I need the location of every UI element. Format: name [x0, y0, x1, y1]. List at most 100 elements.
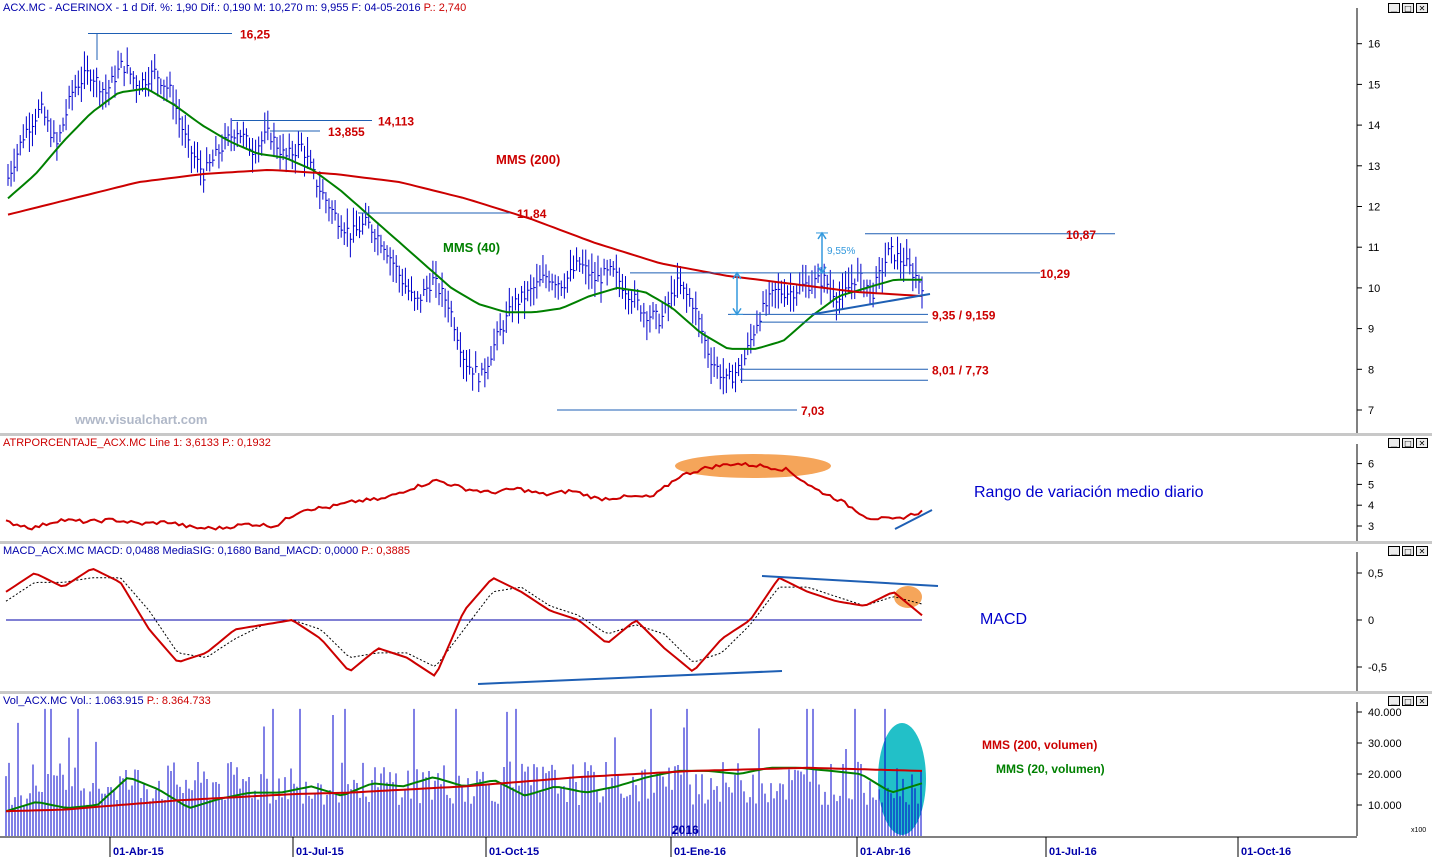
macd-line	[5, 568, 923, 677]
x-tick-label: 01-Abr-16	[860, 846, 911, 857]
atr-header-title: ATRPORCENTAJE_ACX.MC	[3, 437, 147, 449]
vol-mms20-line	[5, 766, 923, 813]
price-panel[interactable]: ACX.MC - ACERINOX - 1 d Dif. %: 1,90 Dif…	[0, 0, 1432, 435]
macd-header-p: P.: 0,3885	[361, 545, 411, 557]
y-tick-label: 12	[1368, 202, 1380, 214]
atr-window-controls: ▁ □ ✕	[1388, 438, 1428, 448]
level-label: 10,29	[1040, 267, 1070, 281]
y-tick-label: 14	[1368, 120, 1380, 132]
price-y-axis: 7 8 9 10 11 12 13 14 15 16	[1356, 8, 1380, 435]
y-tick-label: 10	[1368, 283, 1380, 295]
atr-series-line	[5, 461, 923, 531]
x-tick-label: 01-Abr-15	[113, 846, 164, 857]
restore-icon[interactable]: □	[1402, 3, 1414, 13]
macd-panel[interactable]: MACD_ACX.MC MACD: 0,0488 MediaSIG: 0,168…	[0, 544, 1432, 692]
atr-chart[interactable]: 3 4 5 6 Rango de variación medio diario	[0, 436, 1432, 542]
minimize-icon[interactable]: ▁	[1388, 3, 1400, 13]
macd-annotation: MACD	[980, 611, 1027, 628]
volume-panel[interactable]: Vol_ACX.MC Vol.: 1.063.915 P.: 8.364.733…	[0, 694, 1432, 857]
macd-header: MACD_ACX.MC MACD: 0,0488 MediaSIG: 0,168…	[3, 545, 410, 557]
macd-chart[interactable]: 0,5 0 -0,5 MACD	[0, 544, 1432, 692]
x-axis: 01-Abr-15 01-Jul-15 01-Oct-15 01-Ene-16 01-A…	[0, 836, 1357, 857]
y-tick-label: 0,5	[1368, 568, 1383, 580]
y-tick-label: 10.000	[1368, 800, 1402, 812]
close-icon[interactable]: ✕	[1416, 696, 1428, 706]
atr-header-values: Line 1: 3,6133	[149, 437, 220, 449]
volume-y-axis: 10.000 20.000 30.000 40.000	[1356, 702, 1402, 836]
minimize-icon[interactable]: ▁	[1388, 546, 1400, 556]
vol-header: Vol_ACX.MC Vol.: 1.063.915 P.: 8.364.733	[3, 695, 211, 707]
x-tick-label: 01-Ene-16	[674, 846, 726, 857]
level-label: 7,03	[801, 404, 825, 418]
y-tick-label: 20.000	[1368, 769, 1402, 781]
price-levels: 16,25 14,113 13,855 11,84 10,87 10,29 9,35 / 9…	[88, 28, 1115, 418]
x-tick-label: 01-Oct-16	[1241, 846, 1291, 857]
x-tick-label: 01-Jul-16	[1049, 846, 1097, 857]
y-tick-label: 30.000	[1368, 738, 1402, 750]
atr-panel[interactable]: ATRPORCENTAJE_ACX.MC Line 1: 3,6133 P.: …	[0, 436, 1432, 542]
volume-moving-averages	[5, 766, 923, 813]
price-header-symbol: ACX.MC - ACERINOX - 1 d	[3, 2, 138, 14]
y-tick-label: 7	[1368, 405, 1374, 417]
price-chart[interactable]: 16,25 14,113 13,855 11,84 10,87 10,29 9,35 / 9…	[0, 0, 1432, 435]
macd-header-title: MACD_ACX.MC	[3, 545, 85, 557]
minimize-icon[interactable]: ▁	[1388, 696, 1400, 706]
restore-icon[interactable]: □	[1402, 696, 1414, 706]
mms200-label: MMS (200)	[496, 152, 560, 167]
level-label: 13,855	[328, 125, 365, 139]
price-bars	[7, 47, 924, 395]
y-tick-label: 9	[1368, 324, 1374, 336]
macd-lines	[5, 568, 923, 677]
y-tick-label: -0,5	[1368, 662, 1387, 674]
price-header-stats: Dif. %: 1,90 Dif.: 0,190 M: 10,270 m: 9,…	[140, 2, 421, 14]
atr-header-p: P.: 0,1932	[222, 437, 271, 449]
volume-bars	[5, 708, 922, 836]
y-tick-label: 15	[1368, 79, 1380, 91]
x-tick-label: 01-Oct-15	[489, 846, 539, 857]
separator[interactable]	[0, 541, 1432, 544]
macd-y-axis: 0,5 0 -0,5	[1356, 552, 1387, 692]
price-header-p: P.: 2,740	[423, 2, 467, 14]
separator[interactable]	[0, 433, 1432, 436]
year-label: 2016	[672, 823, 699, 837]
y-tick-label: 6	[1368, 459, 1374, 471]
macd-header-values: MACD: 0,0488 MediaSIG: 0,1680 Band_MACD:…	[87, 545, 359, 557]
minimize-icon[interactable]: ▁	[1388, 438, 1400, 448]
level-label: 16,25	[240, 28, 270, 42]
mms40-line	[7, 87, 922, 350]
macd-highlight-ellipse	[894, 586, 922, 608]
level-label: 8,01 / 7,73	[932, 363, 989, 377]
price-annotations: MMS (200) MMS (40) 9,55% www.visualchart…	[74, 152, 855, 427]
trendline	[811, 293, 931, 316]
watermark: www.visualchart.com	[74, 412, 207, 427]
close-icon[interactable]: ✕	[1416, 438, 1428, 448]
level-label: 10,87	[1066, 228, 1096, 242]
y-tick-label: 16	[1368, 39, 1380, 51]
restore-icon[interactable]: □	[1402, 546, 1414, 556]
separator[interactable]	[0, 691, 1432, 694]
y-tick-label: 4	[1368, 500, 1374, 512]
close-icon[interactable]: ✕	[1416, 3, 1428, 13]
level-label: 9,35 / 9,159	[932, 308, 996, 322]
atr-line	[5, 461, 923, 531]
close-icon[interactable]: ✕	[1416, 546, 1428, 556]
mms40-label: MMS (40)	[443, 240, 500, 255]
price-window-controls: ▁ □ ✕	[1388, 3, 1428, 13]
y-tick-label: 40.000	[1368, 707, 1402, 719]
x-tick-label: 01-Jul-15	[296, 846, 344, 857]
atr-header: ATRPORCENTAJE_ACX.MC Line 1: 3,6133 P.: …	[3, 437, 271, 449]
vol-window-controls: ▁ □ ✕	[1388, 696, 1428, 706]
volume-highlight-ellipse	[878, 723, 926, 835]
y-tick-label: 3	[1368, 521, 1374, 533]
volume-chart[interactable]: 10.000 20.000 30.000 40.000 01-Abr-15 01-Jul…	[0, 694, 1432, 857]
macd-window-controls: ▁ □ ✕	[1388, 546, 1428, 556]
macd-trendline-bottom	[477, 670, 783, 685]
macd-trendline-top	[761, 575, 939, 587]
atr-annotation: Rango de variación medio diario	[974, 484, 1204, 501]
vol-header-title: Vol_ACX.MC	[3, 695, 68, 707]
restore-icon[interactable]: □	[1402, 438, 1414, 448]
vol-unit-label: x100	[1411, 827, 1426, 834]
y-tick-label: 13	[1368, 161, 1380, 173]
vol-mms200-label: MMS (200, volumen)	[982, 738, 1097, 752]
level-label: 14,113	[378, 115, 414, 129]
